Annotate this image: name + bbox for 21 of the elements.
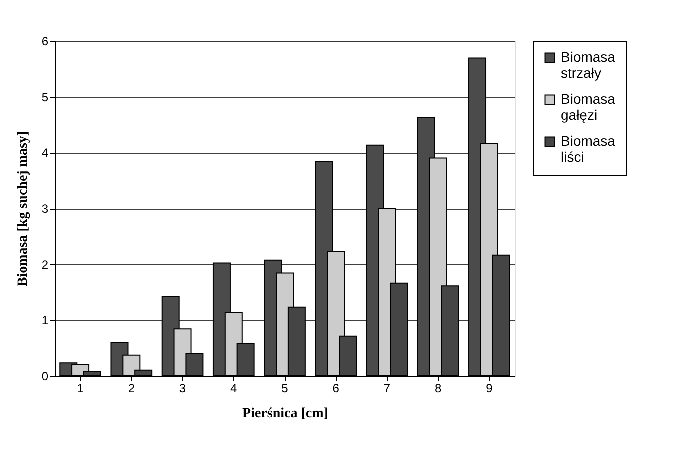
y-tick-label: 2: [42, 258, 49, 272]
x-tick-label: 1: [77, 382, 84, 396]
y-tick-label: 3: [42, 202, 49, 216]
x-tick-label: 6: [332, 382, 340, 396]
x-axis-title: Pierśnica [cm]: [242, 406, 328, 422]
y-tick-label: 0: [42, 370, 49, 384]
x-tick-label: 9: [486, 382, 494, 396]
y-tick-label: 6: [42, 34, 49, 48]
y-axis-title: Biomasa [kg suchej masy]: [16, 131, 31, 287]
y-tick-label: 4: [42, 146, 49, 160]
x-tick-label: 5: [282, 382, 289, 396]
y-tick-label: 5: [42, 90, 49, 104]
legend-label: Biomasa liści: [561, 133, 616, 165]
legend-label: Biomasa gałęzi: [561, 91, 616, 123]
x-tick-label: 2: [128, 382, 136, 396]
y-tick-label: 1: [42, 314, 49, 328]
legend-label: Biomasa strzały: [561, 49, 616, 81]
x-tick-label: 7: [384, 382, 391, 396]
x-tick-label: 4: [230, 382, 238, 396]
x-tick-label: 8: [434, 382, 442, 396]
x-tick-label: 3: [179, 382, 186, 396]
